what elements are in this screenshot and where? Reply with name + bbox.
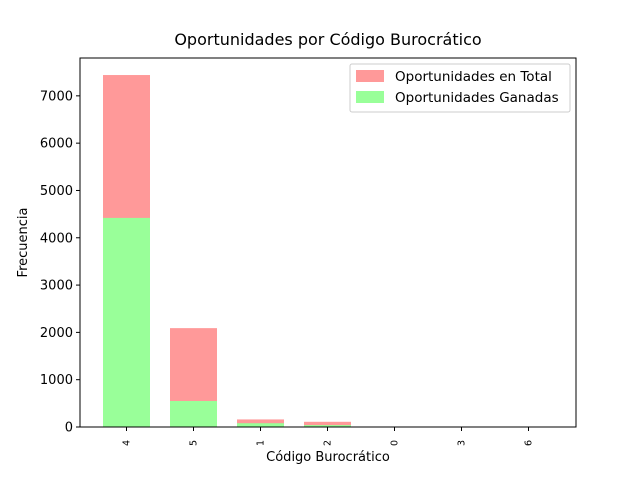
bar-won-1: [237, 423, 284, 427]
y-tick-label: 0: [65, 421, 73, 436]
bar-won-4: [103, 217, 150, 427]
y-tick-label: 1000: [40, 373, 73, 388]
y-tick-label: 2000: [40, 326, 73, 341]
x-tick-label: 1: [256, 440, 267, 446]
y-tick-label: 6000: [40, 137, 73, 152]
legend-box: [349, 63, 571, 113]
y-tick-label: 7000: [40, 89, 73, 104]
bar-total-2: [304, 421, 351, 427]
legend-label-total: Oportunidades en Total: [395, 69, 552, 85]
x-axis: 4 5 1 2 0 3 6: [122, 427, 535, 446]
legend: Oportunidades en Total Oportunidades Gan…: [349, 63, 571, 113]
legend-label-won: Oportunidades Ganadas: [395, 90, 559, 106]
y-tick-label: 5000: [40, 184, 73, 199]
x-tick-label: 4: [122, 440, 133, 446]
chart-title: Oportunidades por Código Burocrático: [174, 30, 481, 49]
x-tick-label: 3: [457, 440, 468, 446]
legend-swatch-won: [356, 91, 384, 103]
x-tick-label: 2: [323, 440, 334, 446]
bar-won-2: [304, 425, 351, 427]
plot-area-frame: [79, 57, 577, 428]
x-tick-label: 5: [189, 440, 200, 446]
x-axis-label: Código Burocrático: [266, 450, 390, 465]
x-tick-label: 6: [524, 440, 535, 446]
y-axis-label: Frecuencia: [16, 208, 31, 278]
bar-won-5: [170, 400, 217, 427]
y-axis: 0 1000 2000 3000 4000 5000 6000 7000: [40, 89, 80, 436]
legend-swatch-total: [356, 70, 384, 82]
y-tick-label: 4000: [40, 231, 73, 246]
y-tick-label: 3000: [40, 279, 73, 294]
bars-won-group: [103, 217, 351, 427]
x-tick-label: 0: [390, 440, 401, 446]
